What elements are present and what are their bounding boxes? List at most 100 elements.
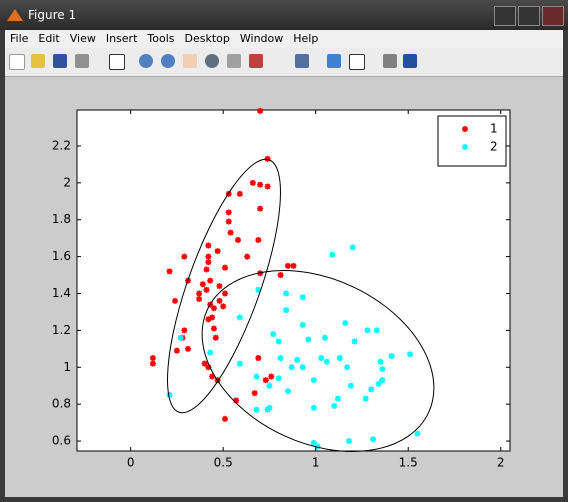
point (181, 253, 188, 260)
datacursor-icon[interactable] (227, 54, 241, 68)
colorbar-icon[interactable] (327, 54, 341, 68)
point (277, 272, 284, 279)
point (222, 290, 229, 297)
legend-marker (462, 144, 468, 150)
x-tick-label: 1 (312, 456, 320, 470)
point (299, 294, 306, 301)
point (344, 364, 351, 371)
point (407, 351, 414, 358)
pan-icon[interactable] (183, 54, 197, 68)
y-tick-label: 1 (63, 360, 71, 374)
point (284, 388, 291, 395)
dock-icon[interactable] (403, 54, 417, 68)
app-icon (7, 9, 23, 21)
point (336, 355, 343, 362)
point (216, 297, 223, 304)
point (275, 338, 282, 345)
legend-marker (462, 126, 468, 132)
save-icon[interactable] (53, 54, 67, 68)
point (299, 364, 306, 371)
x-tick-label: 0 (127, 456, 135, 470)
brush-icon[interactable] (249, 54, 263, 68)
point (266, 382, 273, 389)
point (323, 358, 330, 365)
menu-item[interactable]: File (10, 32, 29, 45)
menu-item[interactable]: View (69, 32, 96, 45)
y-tick-label: 1.4 (52, 286, 71, 300)
point (362, 395, 369, 402)
point (368, 386, 375, 393)
point (205, 316, 212, 323)
point (166, 268, 173, 275)
point (377, 358, 384, 365)
point (199, 281, 206, 288)
menu-item[interactable]: Help (293, 32, 319, 45)
chart: 1 2 0 0.5 1 1.5 2 0.6 0.8 1 1.2 1.4 1.6 1.8 2 2.2 (5, 77, 563, 497)
legend-icon[interactable] (349, 54, 365, 70)
point (310, 377, 317, 384)
rotate-icon[interactable] (205, 54, 219, 68)
zoom-in-icon[interactable] (139, 54, 153, 68)
point (342, 320, 349, 327)
menu-item[interactable]: Desktop (184, 32, 230, 45)
legend-label: 2 (490, 140, 498, 154)
legend-box (437, 115, 507, 167)
point (264, 155, 271, 162)
x-tick-label: 1.5 (399, 456, 418, 470)
point (334, 395, 341, 402)
menu-item[interactable]: Window (239, 32, 284, 45)
point (321, 334, 328, 341)
point (257, 181, 264, 188)
point (172, 297, 179, 304)
maximize-button[interactable] (518, 6, 540, 26)
title-bar: Figure 1 (0, 0, 568, 30)
point (351, 338, 358, 345)
point (205, 242, 212, 249)
cluster-ellipse (201, 270, 435, 452)
window-title: Figure 1 (28, 8, 77, 22)
point (283, 307, 290, 314)
point (181, 327, 188, 334)
close-button[interactable] (542, 6, 564, 26)
point (220, 303, 227, 310)
point (373, 327, 380, 334)
point (234, 237, 241, 244)
point (205, 253, 212, 260)
point (225, 218, 232, 225)
point (275, 375, 282, 382)
pointer-icon[interactable] (109, 54, 125, 70)
y-tick-label: 0.6 (52, 434, 71, 448)
point (288, 364, 295, 371)
link-icon[interactable] (295, 54, 309, 68)
point (305, 336, 312, 343)
point (255, 355, 262, 362)
axes (76, 109, 511, 452)
point (214, 248, 221, 255)
point (318, 355, 325, 362)
menu-item[interactable]: Edit (38, 32, 60, 45)
point (216, 283, 223, 290)
point (210, 305, 217, 312)
point (349, 244, 356, 251)
minimize-button[interactable] (494, 6, 516, 26)
point (201, 360, 208, 367)
y-tick-label: 1.6 (52, 249, 71, 263)
zoom-out-icon[interactable] (161, 54, 175, 68)
point (196, 290, 203, 297)
hide-tools-icon[interactable] (383, 54, 397, 68)
y-tick-label: 0.8 (52, 397, 71, 411)
x-tick-label: 2 (497, 456, 505, 470)
print-icon[interactable] (75, 54, 89, 68)
new-icon[interactable] (9, 54, 25, 70)
point (203, 266, 210, 273)
point (310, 404, 317, 411)
point (222, 264, 229, 271)
menu-item[interactable]: Tools (147, 32, 175, 45)
point (264, 183, 271, 190)
open-icon[interactable] (31, 54, 45, 68)
point (253, 406, 260, 413)
point (375, 380, 382, 387)
menu-item[interactable]: Insert (105, 32, 138, 45)
point (177, 334, 184, 341)
